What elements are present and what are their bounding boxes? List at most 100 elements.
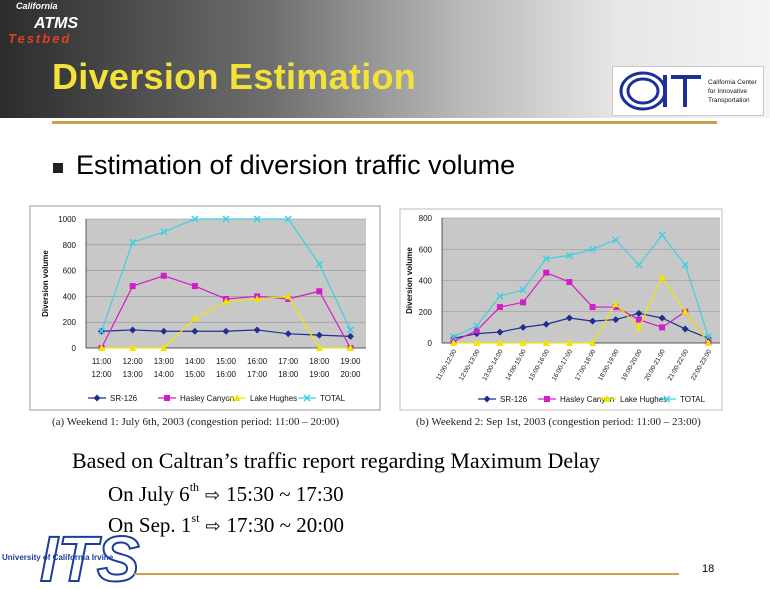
data-point [612, 316, 620, 324]
title-underline [52, 121, 717, 124]
chart-x-tick-label: 17:00 [278, 357, 299, 366]
data-point [565, 314, 573, 322]
chart-x-tick-label: 14:00 [154, 370, 175, 379]
legend-label: TOTAL [320, 394, 346, 403]
data-point [284, 292, 292, 300]
chart-y-tick-label: 800 [63, 241, 77, 250]
legend-label: SR-126 [110, 394, 138, 403]
chart-y-tick-label: 400 [419, 277, 433, 286]
data-point [589, 339, 597, 346]
ccit-logo: California Center for Innovative Transpo… [612, 66, 764, 116]
data-point [315, 260, 323, 268]
chart-y-axis-label: Diversion volume [41, 250, 50, 317]
data-point [496, 304, 503, 311]
series-line [453, 234, 709, 338]
data-point [496, 339, 504, 346]
data-point [98, 344, 106, 351]
chart-b-caption: (b) Weekend 2: Sep 1st, 2003 (congestion… [416, 416, 701, 428]
data-point [316, 288, 323, 295]
chart-x-tick-label: 11:00 [92, 357, 112, 366]
data-point [473, 327, 480, 334]
chart-y-axis-label: Diversion volume [405, 247, 414, 314]
data-point [129, 238, 137, 246]
chart-x-tick-label: 15:00 [216, 357, 237, 366]
data-point [496, 328, 504, 336]
chart-y-tick-label: 200 [419, 308, 433, 317]
note-line-1-date: On July 6 [108, 482, 190, 506]
chart-x-tick-label: 18:00 [278, 370, 299, 379]
chart-x-tick-label: 20:00 [340, 370, 361, 379]
data-point [519, 323, 527, 331]
note-line-2: On Sep. 1st ⇨ 17:30 ~ 20:00 [108, 511, 345, 538]
data-point [566, 279, 573, 286]
bullet-square-icon [53, 163, 63, 173]
data-point [129, 326, 137, 334]
legend-marker [483, 395, 491, 403]
data-point [542, 320, 550, 328]
data-point [635, 309, 643, 317]
data-point [612, 236, 620, 244]
data-point [589, 304, 596, 311]
chart-x-tick-label: 12:00 [123, 357, 144, 366]
chart-y-tick-label: 600 [419, 245, 433, 254]
data-point [346, 326, 354, 334]
data-point [589, 317, 597, 325]
data-point [253, 215, 261, 223]
data-point [612, 304, 619, 311]
data-point [129, 283, 136, 290]
footer-rule [134, 573, 679, 575]
series-line [453, 312, 709, 339]
data-point [346, 332, 354, 340]
data-point [542, 339, 550, 346]
chart-y-tick-label: 600 [63, 267, 77, 276]
chart-x-tick-label: 15:00 [185, 370, 206, 379]
its-logo-text: ITS [40, 523, 140, 590]
data-point [659, 324, 666, 331]
note-line-2-sup: st [191, 511, 200, 525]
data-point [222, 297, 230, 305]
chart-y-tick-label: 200 [63, 318, 77, 327]
legend-label: Hasley Canyon [560, 395, 614, 404]
chart-a-caption: (a) Weekend 1: July 6th, 2003 (congestio… [52, 416, 340, 428]
data-point [160, 272, 167, 279]
note-line-2-range: 17:30 ~ 20:00 [226, 513, 345, 537]
logo-testbed-text: Testbed [8, 31, 71, 46]
data-point [284, 330, 292, 338]
data-point [565, 251, 573, 260]
chart-x-tick-label: 12:00 [92, 370, 113, 379]
its-logo-subtext: University of California Irvine [2, 553, 114, 562]
legend-marker [544, 396, 550, 402]
data-point [704, 333, 712, 341]
chart-x-tick-label: 13:00 [154, 357, 175, 366]
data-point [191, 283, 198, 290]
note-line-1-range: 15:30 ~ 17:30 [226, 482, 344, 506]
chart-x-tick-label: 18:00 [309, 357, 330, 366]
data-point [222, 327, 230, 335]
data-point [253, 294, 261, 302]
data-point [191, 327, 199, 335]
chart-x-tick-label: 19:00 [340, 357, 361, 366]
right-arrow-icon: ⇨ [205, 516, 221, 536]
data-point [473, 339, 481, 346]
data-point [160, 327, 168, 335]
data-point [519, 339, 527, 346]
legend-label: Lake Hughes [620, 395, 667, 404]
data-point [160, 228, 168, 236]
data-point [450, 333, 458, 341]
chart-x-tick-label: 19:00 [309, 370, 330, 379]
data-point [542, 255, 550, 263]
data-point [565, 339, 573, 346]
data-point [635, 323, 643, 331]
data-point [658, 231, 666, 239]
chart-y-tick-label: 0 [428, 339, 433, 348]
chart-y-tick-label: 800 [419, 214, 433, 223]
data-point [496, 292, 504, 300]
data-point [191, 215, 199, 223]
data-point [160, 344, 168, 351]
data-point [704, 339, 712, 346]
legend-marker [233, 394, 241, 401]
logo-california-text: California [16, 1, 58, 11]
data-point [520, 299, 527, 306]
data-point [315, 331, 323, 339]
